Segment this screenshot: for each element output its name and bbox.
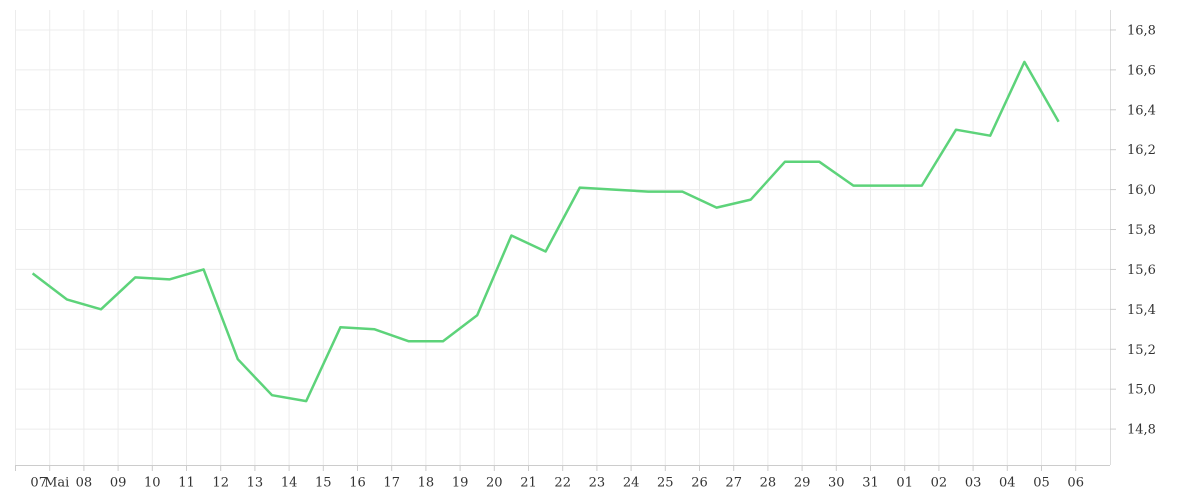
x-tick-label: 26: [691, 476, 708, 491]
x-tick-label: 11: [178, 476, 195, 491]
y-tick-label: 15,2: [1127, 343, 1156, 358]
x-tick-label: 22: [554, 476, 571, 491]
x-tick-label: 08: [76, 476, 93, 491]
x-tick-label: 16: [349, 476, 366, 491]
x-tick-label: 31: [862, 476, 879, 491]
y-tick-label: 14,8: [1127, 423, 1156, 438]
line: [31, 60, 1060, 403]
x-tick-label: 01: [896, 476, 913, 491]
x-tick-label: 30: [828, 476, 845, 491]
x-tick-label: 15: [315, 476, 332, 491]
x-tick-label: 20: [486, 476, 503, 491]
y-tick-label: 16,8: [1127, 23, 1156, 38]
x-tick-label: 27: [725, 476, 742, 491]
x-tick-label: 02: [931, 476, 948, 491]
y-tick-label: 16,2: [1127, 143, 1156, 158]
x-tick-label: 29: [794, 476, 811, 491]
x-tick-label: 09: [110, 476, 127, 491]
y-tick-label: 15,0: [1127, 383, 1156, 398]
x-tick-label: 07: [30, 476, 47, 491]
x-tick-label: 19: [452, 476, 469, 491]
x-tick-label: 18: [418, 476, 435, 491]
x-tick-label: 10: [144, 476, 161, 491]
y-tick-label: 16,4: [1127, 103, 1156, 118]
month-label: Mai: [44, 476, 69, 491]
y-tick-label: 15,6: [1127, 263, 1156, 278]
x-tick-label: 21: [520, 476, 537, 491]
y-tick-label: 15,8: [1127, 223, 1156, 238]
x-tick-label: 17: [383, 476, 400, 491]
x-tick-label: 14: [281, 476, 298, 491]
x-tick-label: 23: [589, 476, 606, 491]
x-tick-label: 25: [657, 476, 674, 491]
x-tick-label: 05: [1033, 476, 1050, 491]
x-tick-label: 13: [247, 476, 264, 491]
x-tick-label: 04: [999, 476, 1016, 491]
y-tick-label: 16,0: [1127, 183, 1156, 198]
y-tick-label: 16,6: [1127, 63, 1156, 78]
x-tick-label: 12: [212, 476, 229, 491]
x-tick-label: 03: [965, 476, 982, 491]
x-tick-label: 28: [760, 476, 777, 491]
y-tick-label: 15,4: [1127, 303, 1156, 318]
x-tick-label: 24: [623, 476, 640, 491]
x-tick-label: 06: [1067, 476, 1084, 491]
